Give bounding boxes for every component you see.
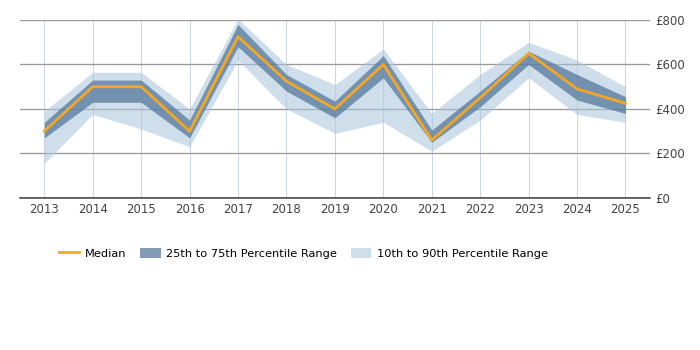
Median	[379, 62, 388, 66]
Median	[524, 51, 533, 55]
Median	[234, 35, 242, 39]
Median	[40, 129, 48, 133]
Median	[88, 85, 97, 89]
Line: Median: Median	[44, 37, 626, 140]
Legend: Median, 25th to 75th Percentile Range, 10th to 90th Percentile Range: Median, 25th to 75th Percentile Range, 1…	[54, 243, 552, 263]
Median	[186, 129, 194, 133]
Median	[428, 138, 436, 142]
Median	[137, 85, 146, 89]
Median	[622, 101, 630, 105]
Median	[476, 96, 484, 100]
Median	[282, 79, 290, 83]
Median	[330, 107, 339, 111]
Median	[573, 87, 581, 91]
